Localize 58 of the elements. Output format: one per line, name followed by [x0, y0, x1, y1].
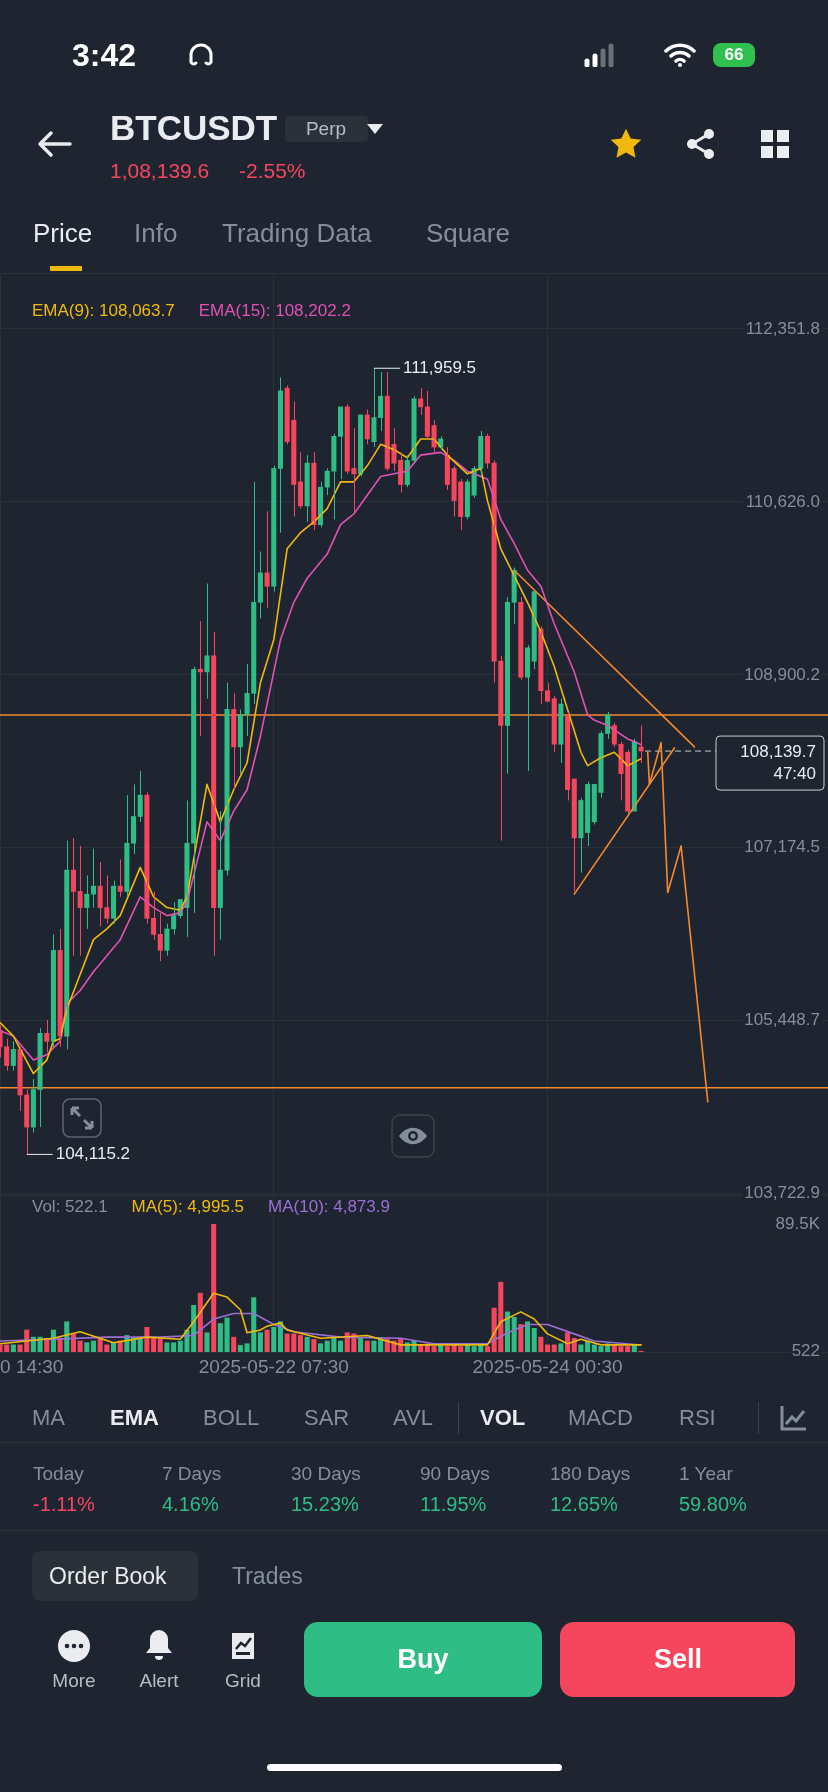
text: Square — [426, 218, 510, 249]
text: 90 Days — [420, 1463, 490, 1485]
text: -1.11% — [33, 1492, 95, 1516]
y-tick-label: 103,722.9 — [744, 1183, 820, 1203]
text: BOLL — [203, 1405, 260, 1431]
x-tick-label: 0 14:30 — [0, 1356, 64, 1378]
annotation: 47:40 — [773, 763, 816, 783]
y-tick-label: 110,626.0 — [745, 491, 820, 511]
text: Sell — [653, 1644, 703, 1676]
text: -2.55% — [239, 158, 306, 184]
annotation: Vol: 522.1 — [32, 1196, 108, 1216]
text: AVL — [393, 1405, 433, 1431]
y-tick-label: 108,900.2 — [744, 664, 820, 684]
y-tick-label: 522 — [791, 1340, 820, 1360]
text: 11.95% — [420, 1492, 487, 1516]
text: SAR — [304, 1405, 350, 1431]
text: EMA(9): 108,063.7 — [32, 300, 175, 320]
text: Trades — [232, 1562, 303, 1590]
text: 4.16% — [162, 1492, 219, 1516]
text: More — [52, 1670, 96, 1692]
text: RSI — [679, 1405, 716, 1431]
y-tick-label: 89.5K — [775, 1213, 821, 1233]
text: Price — [33, 218, 93, 249]
text: Info — [134, 218, 178, 249]
y-tick-label: 112,351.8 — [745, 318, 820, 338]
text: MA(5): 4,995.5 — [131, 1196, 245, 1216]
text: 66 — [724, 45, 744, 65]
text: Trading Data — [222, 218, 372, 249]
y-tick-label: 105,448.7 — [744, 1010, 820, 1030]
text: MACD — [568, 1405, 633, 1431]
annotation: 104,115.2 — [55, 1144, 131, 1164]
text: EMA — [110, 1405, 159, 1431]
y-tick-label: 107,174.5 — [744, 837, 820, 857]
text: 3:42 — [72, 36, 137, 74]
text: 1,08,139.6 — [110, 158, 210, 184]
text: MA — [32, 1405, 65, 1431]
text: Today — [33, 1463, 84, 1485]
text: EMA(15): 108,202.2 — [198, 300, 351, 320]
x-tick-label: 2025-05-22 07:30 — [198, 1356, 349, 1378]
ref-line-label: 108,139.7 — [740, 741, 816, 761]
text: Order Book — [49, 1562, 167, 1590]
annotation: 111,959.5 — [402, 357, 477, 377]
text: 15.23% — [291, 1492, 359, 1516]
text: VOL — [480, 1405, 526, 1431]
text: MA(10): 4,873.9 — [268, 1196, 390, 1216]
text: Grid — [225, 1670, 261, 1692]
text: 59.80% — [679, 1492, 747, 1516]
x-tick-label: 2025-05-24 00:30 — [472, 1356, 623, 1378]
text: 180 Days — [550, 1463, 631, 1485]
text: 30 Days — [291, 1463, 361, 1485]
text: 7 Days — [162, 1463, 222, 1485]
text: BTCUSDT — [110, 107, 278, 149]
text: Alert — [139, 1670, 179, 1692]
text: 1 Year — [679, 1463, 733, 1485]
text: Perp — [305, 118, 347, 140]
candlestick — [204, 583, 210, 700]
text: 12.65% — [550, 1492, 618, 1516]
text: Buy — [397, 1644, 449, 1676]
